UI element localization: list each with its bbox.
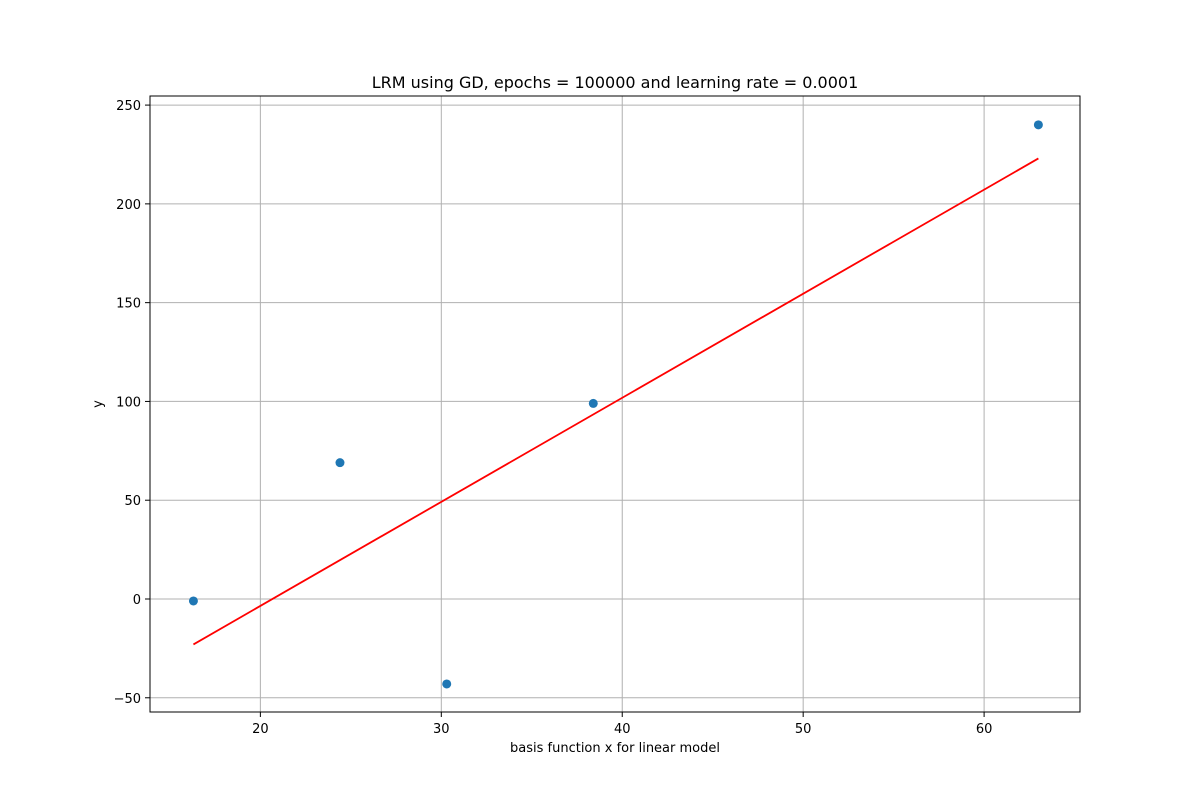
y-tick-label: 200 [116,198,141,213]
y-tick-label: 250 [116,99,141,114]
regression-line [192,157,1039,646]
x-tick-label: 40 [614,722,631,737]
chart-title: LRM using GD, epochs = 100000 and learni… [372,73,859,92]
y-axis-label: y [91,400,106,408]
x-tick-label: 60 [976,722,993,737]
scatter-point [335,458,345,468]
x-tick-label: 50 [795,722,812,737]
y-tick-label: −50 [114,692,141,707]
y-tick-label: 0 [133,593,141,608]
scatter-point [442,679,452,689]
y-tick-label: 150 [116,297,141,312]
axes-frame [149,95,1081,713]
scatter-point [588,398,598,408]
x-tick-label: 30 [433,722,450,737]
x-axis-label: basis function x for linear model [510,741,720,756]
plot-data [188,120,1043,689]
grid [150,96,1080,712]
y-tick-label: 100 [116,395,141,410]
scatter-point [1033,120,1043,130]
y-tick-label: 50 [124,494,141,509]
scatter-point [188,596,198,606]
ticks: 20 30 40 50 60 −50 0 50 100 150 200 250 [114,99,993,737]
x-tick-label: 20 [252,722,269,737]
